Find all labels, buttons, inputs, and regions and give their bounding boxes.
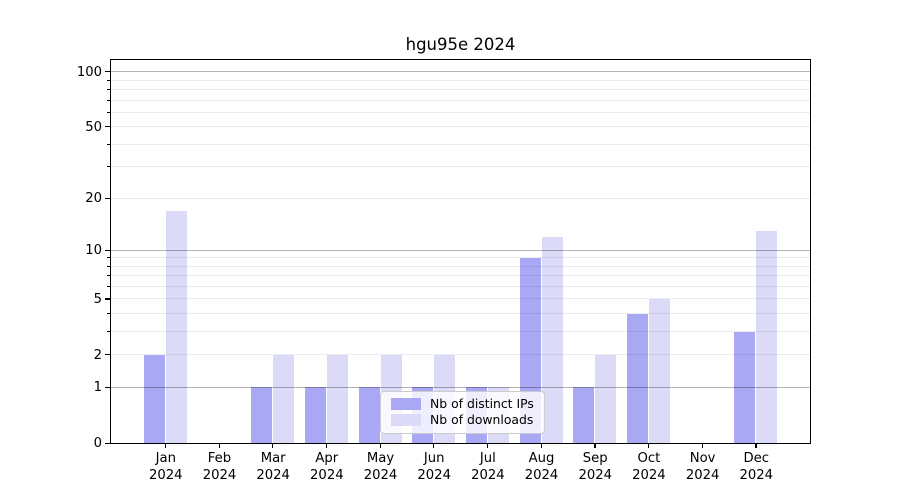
- y-gridline-minor: [111, 99, 811, 101]
- y-gridline-minor: [111, 166, 811, 168]
- y-tick-mark: [105, 71, 110, 73]
- y-gridline-minor: [111, 313, 811, 315]
- x-tick-label-aug: Aug 2024: [524, 451, 559, 483]
- y-gridline-major: [111, 71, 811, 73]
- y-minor-tick-mark: [107, 143, 110, 145]
- bar-nb-of-distinct-ips-oct: [627, 313, 649, 444]
- x-tick-mark: [594, 443, 596, 448]
- y-tick-mark: [105, 354, 110, 356]
- chart-title: hgu95e 2024: [405, 35, 516, 54]
- y-gridline-minor: [111, 286, 811, 288]
- bar-nb-of-distinct-ips-dec: [734, 331, 756, 444]
- y-minor-tick-mark: [107, 265, 110, 267]
- x-tick-label-may: May 2024: [363, 451, 398, 483]
- y-gridline-minor: [111, 197, 811, 199]
- bar-nb-of-downloads-apr: [327, 354, 349, 444]
- y-gridline-minor: [111, 89, 811, 91]
- y-minor-tick-mark: [107, 166, 110, 168]
- bar-nb-of-downloads-oct: [649, 298, 671, 444]
- x-tick-label-apr: Apr 2024: [310, 451, 344, 483]
- y-minor-tick-mark: [107, 257, 110, 259]
- bar-nb-of-downloads-sep: [595, 354, 617, 444]
- x-tick-label-mar: Mar 2024: [256, 451, 290, 483]
- y-tick-mark: [105, 126, 110, 128]
- y-minor-tick-mark: [107, 88, 110, 91]
- y-tick-label: 1: [93, 380, 102, 396]
- x-tick-label-oct: Oct 2024: [632, 451, 666, 483]
- legend-swatch-downloads: [391, 414, 421, 426]
- y-gridline-major: [111, 249, 811, 251]
- y-tick-label: 10: [85, 243, 102, 259]
- legend-item-distinct-ips: Nb of distinct IPs: [391, 397, 534, 411]
- x-tick-mark: [218, 443, 220, 448]
- x-tick-mark: [272, 443, 274, 448]
- y-gridline-minor: [111, 275, 811, 277]
- y-tick-label: 100: [76, 64, 102, 80]
- y-minor-tick-mark: [107, 79, 110, 81]
- y-minor-tick-mark: [107, 275, 110, 277]
- x-tick-label-nov: Nov 2024: [685, 451, 720, 483]
- legend-label-distinct-ips: Nb of distinct IPs: [430, 396, 534, 411]
- y-gridline-minor: [111, 126, 811, 128]
- bar-nb-of-distinct-ips-apr: [305, 387, 327, 444]
- bar-nb-of-downloads-jan: [165, 210, 187, 444]
- x-tick-mark: [755, 443, 757, 448]
- legend-swatch-distinct-ips: [391, 398, 421, 410]
- bar-nb-of-distinct-ips-sep: [573, 387, 595, 444]
- bar-nb-of-distinct-ips-mar: [251, 387, 273, 444]
- y-tick-mark: [105, 197, 110, 199]
- x-tick-label-feb: Feb 2024: [202, 451, 237, 483]
- y-minor-tick-mark: [107, 331, 110, 333]
- y-gridline-minor: [111, 79, 811, 81]
- y-gridline-major: [111, 386, 811, 388]
- legend-label-downloads: Nb of downloads: [430, 412, 534, 427]
- y-tick-mark: [105, 386, 110, 388]
- y-tick-mark: [105, 442, 110, 444]
- x-tick-mark: [486, 443, 489, 448]
- y-minor-tick-mark: [107, 99, 110, 101]
- x-tick-mark: [648, 443, 650, 448]
- x-tick-label-jan: Jan 2024: [149, 451, 183, 483]
- y-tick-label: 20: [85, 190, 102, 206]
- y-tick-label: 2: [93, 347, 102, 363]
- x-tick-mark: [325, 443, 328, 448]
- x-tick-label-dec: Dec 2024: [739, 451, 774, 483]
- y-minor-tick-mark: [107, 111, 110, 113]
- legend-item-downloads: Nb of downloads: [391, 413, 534, 427]
- y-gridline-minor: [111, 331, 811, 333]
- y-minor-tick-mark: [107, 313, 110, 315]
- y-tick-label: 5: [93, 291, 102, 307]
- y-tick-label: 50: [85, 119, 102, 135]
- bar-nb-of-distinct-ips-may: [358, 387, 380, 444]
- x-tick-label-jun: Jun 2024: [417, 451, 451, 483]
- y-tick-mark: [105, 249, 110, 251]
- y-tick-label: 0: [93, 436, 102, 451]
- bar-nb-of-downloads-aug: [541, 236, 563, 444]
- legend: Nb of distinct IPs Nb of downloads: [380, 390, 545, 434]
- x-tick-mark: [379, 443, 381, 448]
- x-tick-mark: [164, 443, 167, 448]
- y-gridline-minor: [111, 265, 811, 267]
- y-minor-tick-mark: [107, 285, 110, 288]
- plot-area: [105, 59, 812, 448]
- x-tick-label-jul: Jul 2024: [471, 451, 505, 483]
- y-gridline-minor: [111, 257, 811, 259]
- y-gridline-minor: [111, 354, 811, 356]
- x-tick-mark: [701, 443, 703, 448]
- y-tick-mark: [105, 298, 110, 300]
- bar-nb-of-distinct-ips-jan: [143, 354, 165, 444]
- y-gridline-minor: [111, 143, 811, 145]
- y-gridline-minor: [111, 298, 811, 300]
- bar-nb-of-downloads-dec: [756, 230, 778, 444]
- x-tick-label-sep: Sep 2024: [578, 451, 613, 483]
- x-tick-mark: [433, 443, 435, 448]
- bar-nb-of-downloads-mar: [273, 354, 295, 444]
- x-tick-mark: [540, 443, 542, 448]
- y-gridline-minor: [111, 111, 811, 113]
